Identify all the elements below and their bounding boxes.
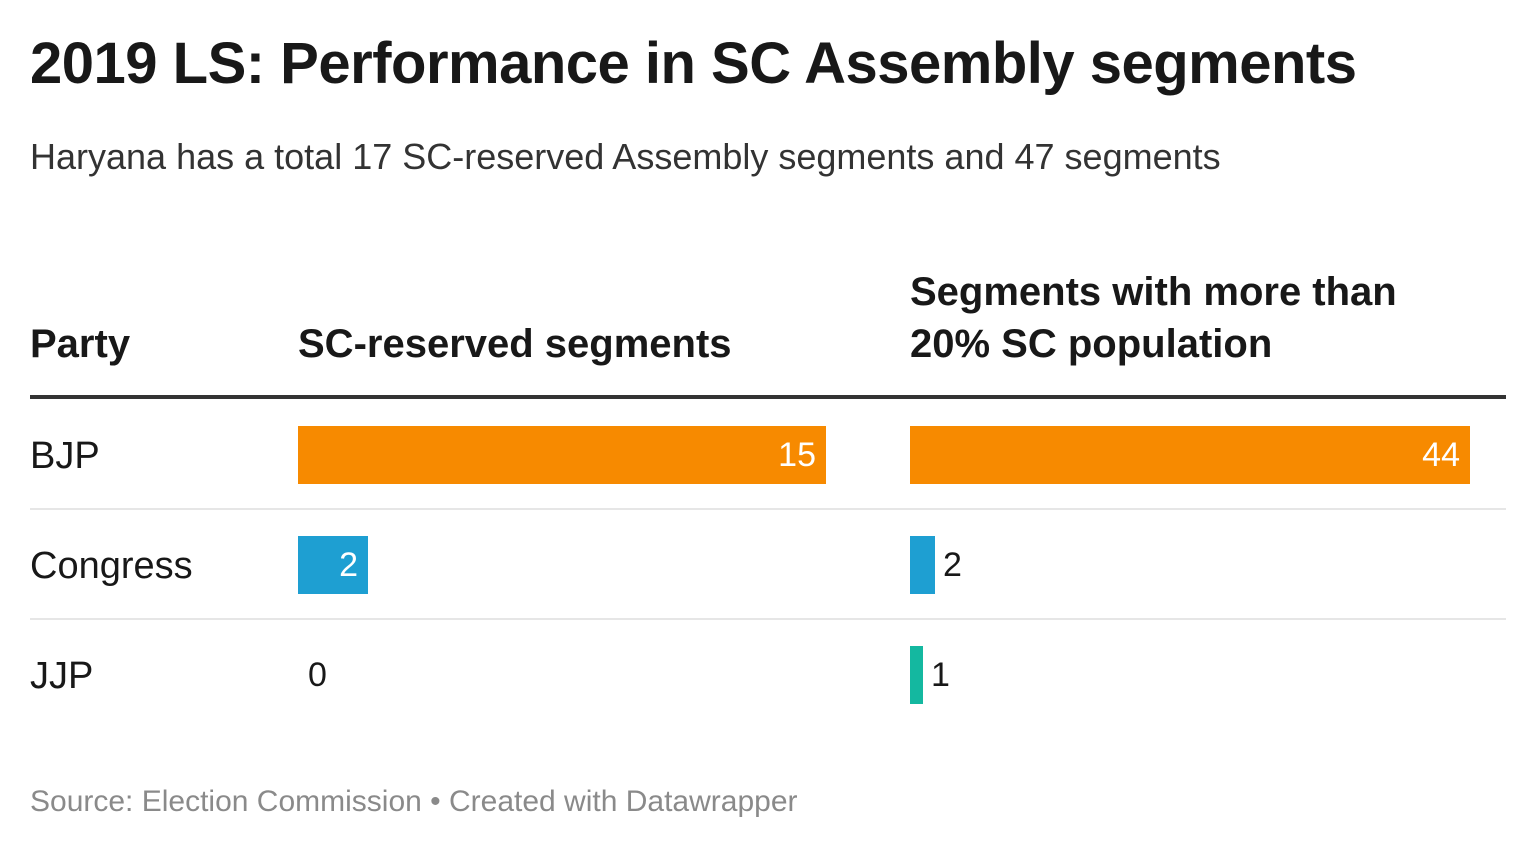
value-label-sc-reserved-bjp: 15 (778, 436, 816, 474)
bar-sc-reserved-congress (298, 536, 368, 594)
party-label-congress: Congress (30, 545, 193, 587)
bar-sc-population-congress (910, 536, 935, 594)
bar-sc-population-bjp (910, 426, 1470, 484)
value-label-sc-reserved-jjp: 0 (308, 656, 327, 694)
party-label-jjp: JJP (30, 655, 94, 697)
bar-sc-reserved-bjp (298, 426, 826, 484)
party-label-bjp: BJP (30, 435, 100, 477)
column-header-party: Party (30, 322, 131, 366)
value-label-sc-population-bjp: 44 (1422, 436, 1460, 474)
row-divider (30, 618, 1506, 620)
column-header-sc-population: Segments with more than 20% SC populatio… (910, 270, 1397, 366)
source-footer: Source: Election Commission • Created wi… (30, 785, 798, 818)
value-label-sc-population-congress: 2 (943, 546, 962, 584)
header-divider (30, 395, 1506, 399)
row-divider (30, 508, 1506, 510)
value-label-sc-population-jjp: 1 (931, 656, 950, 694)
chart-subtitle: Haryana has a total 17 SC-reserved Assem… (30, 136, 1221, 177)
value-label-sc-reserved-congress: 2 (339, 546, 358, 584)
bar-sc-population-jjp (910, 646, 923, 704)
chart-title: 2019 LS: Performance in SC Assembly segm… (30, 31, 1357, 96)
column-header-sc-reserved: SC-reserved segments (298, 322, 732, 366)
